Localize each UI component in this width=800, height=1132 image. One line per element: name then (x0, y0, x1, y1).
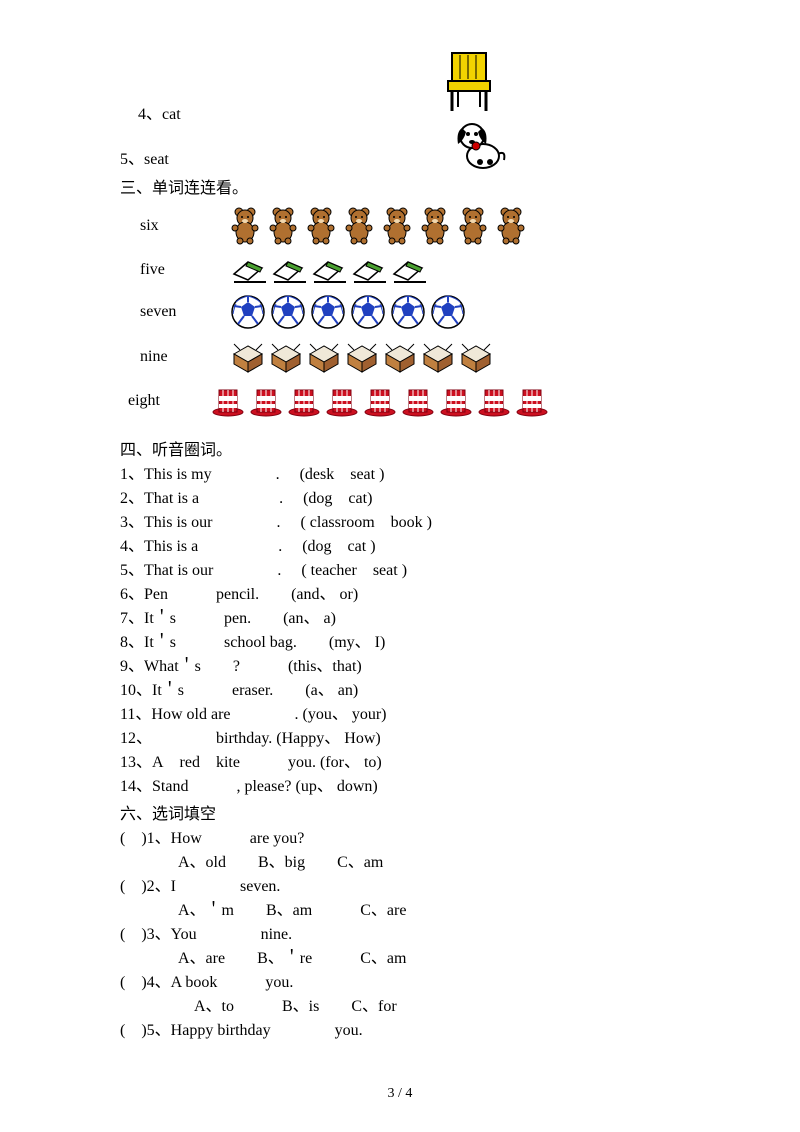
q4-label: 4、cat (120, 100, 240, 124)
hats-row (212, 384, 548, 418)
hat-icon (212, 384, 244, 418)
section-4-title: 四、听音圈词。 (120, 436, 680, 460)
match-row-six: six (120, 206, 680, 246)
s4-line-11: 11、How old are . (you、 your) (120, 700, 680, 724)
eraser-icon (390, 256, 428, 284)
dog-icon (448, 114, 510, 170)
s4-line-6: 6、Pen pencil. (and、 or) (120, 580, 680, 604)
bear-icon (382, 206, 414, 246)
item-5-row: 5、seat (120, 144, 680, 170)
eraser-icon (350, 256, 388, 284)
word-six: six (120, 217, 230, 235)
s4-line-1: 1、This is my . (desk seat ) (120, 460, 680, 484)
hat-icon (402, 384, 434, 418)
s6-q-1: ( )1、How are you? (120, 824, 680, 848)
s4-line-4: 4、This is a . (dog cat ) (120, 532, 680, 556)
erasers-row (230, 256, 428, 284)
s4-line-14: 14、Stand , please? (up、 down) (120, 772, 680, 796)
hat-icon (288, 384, 320, 418)
match-row-seven: seven (120, 294, 680, 330)
eraser-icon (310, 256, 348, 284)
bear-icon (420, 206, 452, 246)
s6-q-5: ( )5、Happy birthday you. (120, 1016, 680, 1040)
q5-label: 5、seat (120, 145, 240, 169)
s6-opts-3: A、are B、＇re C、am (120, 944, 680, 968)
chair-icon (438, 49, 500, 115)
s4-line-8: 8、It＇s school bag. (my、 I) (120, 628, 680, 652)
soccer-icon (390, 294, 426, 330)
box-icon (382, 340, 418, 374)
section-6: 六、选词填空 ( )1、How are you?A、old B、big C、am… (120, 800, 680, 1040)
hat-icon (326, 384, 358, 418)
s4-line-5: 5、That is our . ( teacher seat ) (120, 556, 680, 580)
word-five: five (120, 261, 230, 279)
s4-line-13: 13、A red kite you. (for、 to) (120, 748, 680, 772)
bear-icon (268, 206, 300, 246)
match-row-eight: eight (120, 384, 680, 418)
bears-row (230, 206, 528, 246)
box-icon (230, 340, 266, 374)
s4-line-10: 10、It＇s eraser. (a、 an) (120, 676, 680, 700)
hat-icon (516, 384, 548, 418)
item-4-row: 4、cat (120, 100, 680, 124)
s6-opts-2: A、＇m B、am C、are (120, 896, 680, 920)
box-icon (458, 340, 494, 374)
hat-icon (440, 384, 472, 418)
page-footer: 3 / 4 (0, 1086, 800, 1102)
box-icon (268, 340, 304, 374)
s4-line-9: 9、What＇s ? (this、that) (120, 652, 680, 676)
soccer-icon (350, 294, 386, 330)
hat-icon (478, 384, 510, 418)
s6-opts-4: A、to B、is C、for (120, 992, 680, 1016)
hat-icon (364, 384, 396, 418)
section-3-title: 三、单词连连看。 (120, 174, 680, 198)
s4-line-12: 12、 birthday. (Happy、 How) (120, 724, 680, 748)
s6-q-4: ( )4、A book you. (120, 968, 680, 992)
box-icon (344, 340, 380, 374)
eraser-icon (270, 256, 308, 284)
bear-icon (344, 206, 376, 246)
s4-line-7: 7、It＇s pen. (an、 a) (120, 604, 680, 628)
bear-icon (496, 206, 528, 246)
match-row-five: five (120, 256, 680, 284)
word-nine: nine (120, 348, 230, 366)
bear-icon (230, 206, 262, 246)
section-3: 三、单词连连看。 six five seven nine eight (120, 174, 680, 418)
match-row-nine: nine (120, 340, 680, 374)
soccer-icon (430, 294, 466, 330)
s6-opts-1: A、old B、big C、am (120, 848, 680, 872)
box-icon (420, 340, 456, 374)
eraser-icon (230, 256, 268, 284)
s6-q-3: ( )3、You nine. (120, 920, 680, 944)
s4-line-2: 2、That is a . (dog cat) (120, 484, 680, 508)
section-6-title: 六、选词填空 (120, 800, 680, 824)
section-4: 四、听音圈词。 1、This is my . (desk seat )2、Tha… (120, 436, 680, 796)
boxes-row (230, 340, 494, 374)
soccer-icon (230, 294, 266, 330)
bear-icon (306, 206, 338, 246)
soccer-icon (310, 294, 346, 330)
bear-icon (458, 206, 490, 246)
s4-line-3: 3、This is our . ( classroom book ) (120, 508, 680, 532)
soccer-icon (270, 294, 306, 330)
word-seven: seven (120, 303, 230, 321)
box-icon (306, 340, 342, 374)
soccers-row (230, 294, 466, 330)
s6-q-2: ( )2、I seven. (120, 872, 680, 896)
hat-icon (250, 384, 282, 418)
